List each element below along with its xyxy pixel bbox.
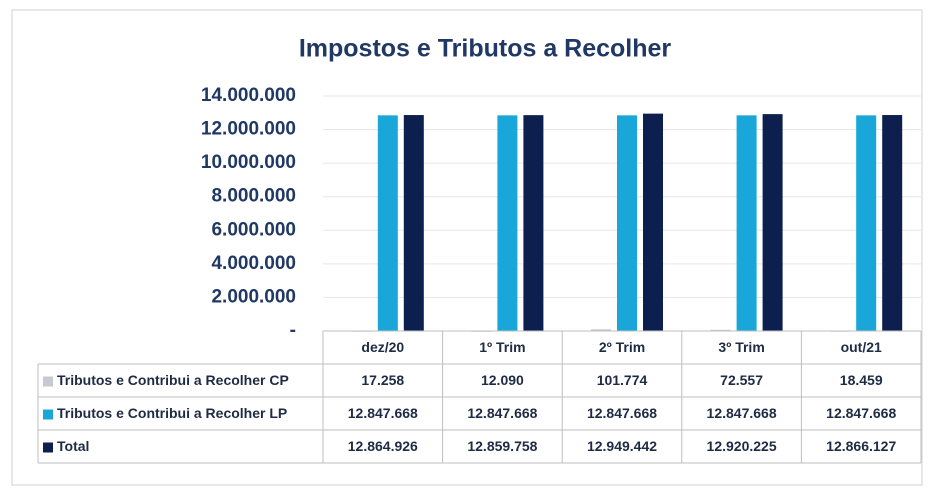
y-tick-label: 4.000.000 [211,253,296,274]
y-tick-label: 6.000.000 [211,219,296,240]
y-tick-label: 12.000.000 [201,119,296,140]
x-tick-label: out/21 [841,339,882,355]
data-label: 12.920.225 [707,438,777,454]
bar [617,115,637,331]
x-tick-label: 1º Trim [479,339,525,355]
bar [643,113,663,331]
data-label: 12.847.668 [587,405,657,421]
data-label: 12.847.668 [707,405,777,421]
bar [710,329,731,331]
bar [736,115,757,331]
y-tick-label: 2.000.000 [211,286,296,307]
bar [591,329,611,331]
data-label: 12.847.668 [467,405,537,421]
data-label: 101.774 [597,372,648,388]
data-label: 18.459 [840,372,883,388]
legend-label: Tributos e Contribui a Recolher CP [57,372,289,388]
data-label: 12.866.127 [826,438,896,454]
bar [882,115,903,331]
y-tick-label: 10.000.000 [201,152,296,173]
y-tick-label: 8.000.000 [211,186,296,207]
x-tick-label: 3º Trim [718,339,764,355]
data-label: 12.864.926 [348,438,418,454]
legend-label: Total [57,438,89,454]
data-label: 12.859.758 [467,438,537,454]
legend-swatch [43,409,53,420]
legend-swatch [43,442,53,453]
data-label: 12.090 [481,372,524,388]
data-label: 12.847.668 [826,405,896,421]
data-label: 72.557 [720,372,763,388]
bar [762,114,783,332]
data-label: 12.949.442 [587,438,657,454]
legend-label: Tributos e Contribui a Recolher LP [57,405,287,421]
bar [377,115,398,331]
chart-title: Impostos e Tributos a Recolher [299,35,672,63]
y-tick-label: - [290,320,296,341]
bar [523,115,544,332]
data-label: 17.258 [361,372,404,388]
y-tick-label: 14.000.000 [201,85,296,106]
x-tick-label: dez/20 [361,339,404,355]
bar [403,115,424,331]
bar [856,115,877,331]
x-tick-label: 2º Trim [599,339,645,355]
data-label: 12.847.668 [348,405,418,421]
bar [497,115,518,331]
legend-swatch [43,376,53,387]
